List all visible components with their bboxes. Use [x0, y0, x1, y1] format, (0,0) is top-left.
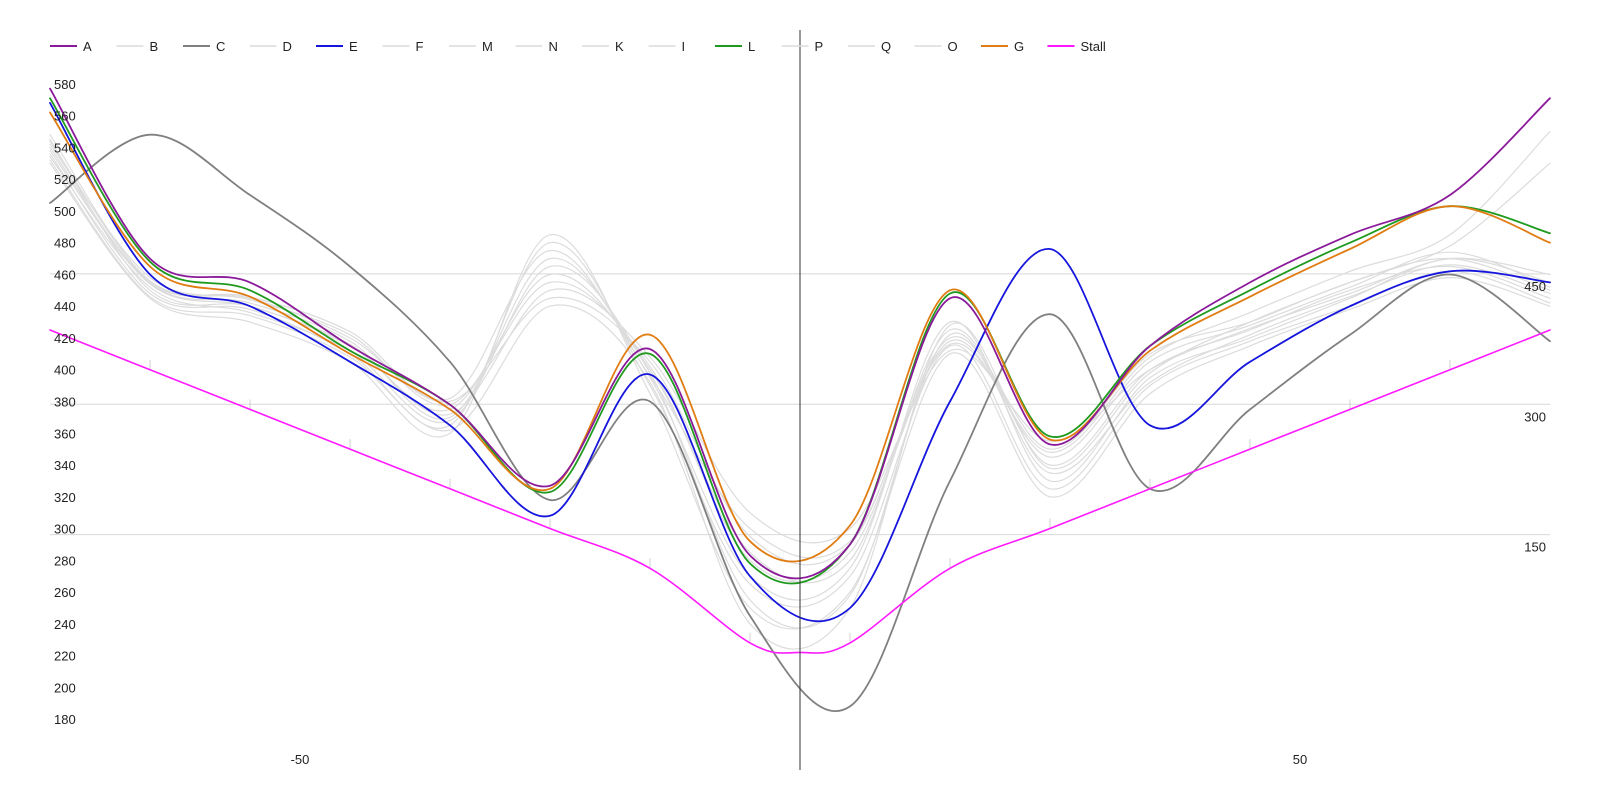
y-tick-label: 440 [54, 299, 76, 314]
y-tick-label: 260 [54, 585, 76, 600]
y-tick-label: 540 [54, 140, 76, 155]
x-tick-labels: -50 50 [291, 752, 1308, 767]
legend-label: C [216, 39, 225, 54]
right-tick-label: 150 [1524, 540, 1546, 555]
legend-label: E [349, 39, 358, 54]
y-tick-label: 340 [54, 458, 76, 473]
series-line-o [49, 130, 1551, 559]
y-tick-label: 460 [54, 267, 76, 282]
legend-label: A [83, 39, 92, 54]
legend-label: I [682, 39, 686, 54]
series-line-l [49, 97, 1551, 585]
y-tick-label: 420 [54, 331, 76, 346]
legend: A B C D E F M N K I L P Q O G Stall [50, 39, 1106, 54]
series-line-g [49, 111, 1551, 563]
y-tick-label: 480 [54, 236, 76, 251]
legend-label: N [549, 39, 558, 54]
y-tick-label: 580 [54, 77, 76, 92]
y-tick-label: 560 [54, 109, 76, 124]
legend-label: B [150, 39, 159, 54]
legend-label: M [482, 39, 493, 54]
legend-label: F [416, 39, 424, 54]
right-tick-labels: 150 300 450 [1524, 279, 1546, 555]
series-line-i [49, 143, 1551, 583]
y-tick-label: 360 [54, 426, 76, 441]
y-tick-label: 180 [54, 712, 76, 727]
y-tick-label: 240 [54, 617, 76, 632]
series-line-c [49, 133, 1551, 713]
legend-label: Stall [1081, 39, 1106, 54]
right-tick-label: 300 [1524, 409, 1546, 424]
series-line-n [49, 162, 1551, 630]
y-tick-label: 280 [54, 553, 76, 568]
y-tick-label: 300 [54, 522, 76, 537]
legend-label: P [815, 39, 824, 54]
legend-label: D [283, 39, 292, 54]
y-tick-label: 400 [54, 363, 76, 378]
x-tick-label: -50 [291, 752, 310, 767]
x-tick-label: 50 [1293, 752, 1307, 767]
y-tick-label: 200 [54, 680, 76, 695]
y-tick-labels: 180 200 220 240 260 280 300 320 340 360 380 400 420 4… [54, 77, 76, 727]
legend-label: K [615, 39, 624, 54]
series-line-q [49, 159, 1551, 650]
y-tick-label: 220 [54, 649, 76, 664]
series-line-a [49, 87, 1551, 580]
y-tick-label: 520 [54, 172, 76, 187]
right-tick-label: 450 [1524, 279, 1546, 294]
y-tick-label: 500 [54, 204, 76, 219]
y-tick-label: 320 [54, 490, 76, 505]
legend-label: O [948, 39, 958, 54]
bottom-tick-marks [149, 359, 1451, 643]
series-line-m [49, 153, 1551, 608]
y-tick-label: 380 [54, 395, 76, 410]
legend-label: L [748, 39, 755, 54]
legend-label: Q [881, 39, 891, 54]
legend-label: G [1014, 39, 1024, 54]
series-line-d [49, 138, 1551, 584]
